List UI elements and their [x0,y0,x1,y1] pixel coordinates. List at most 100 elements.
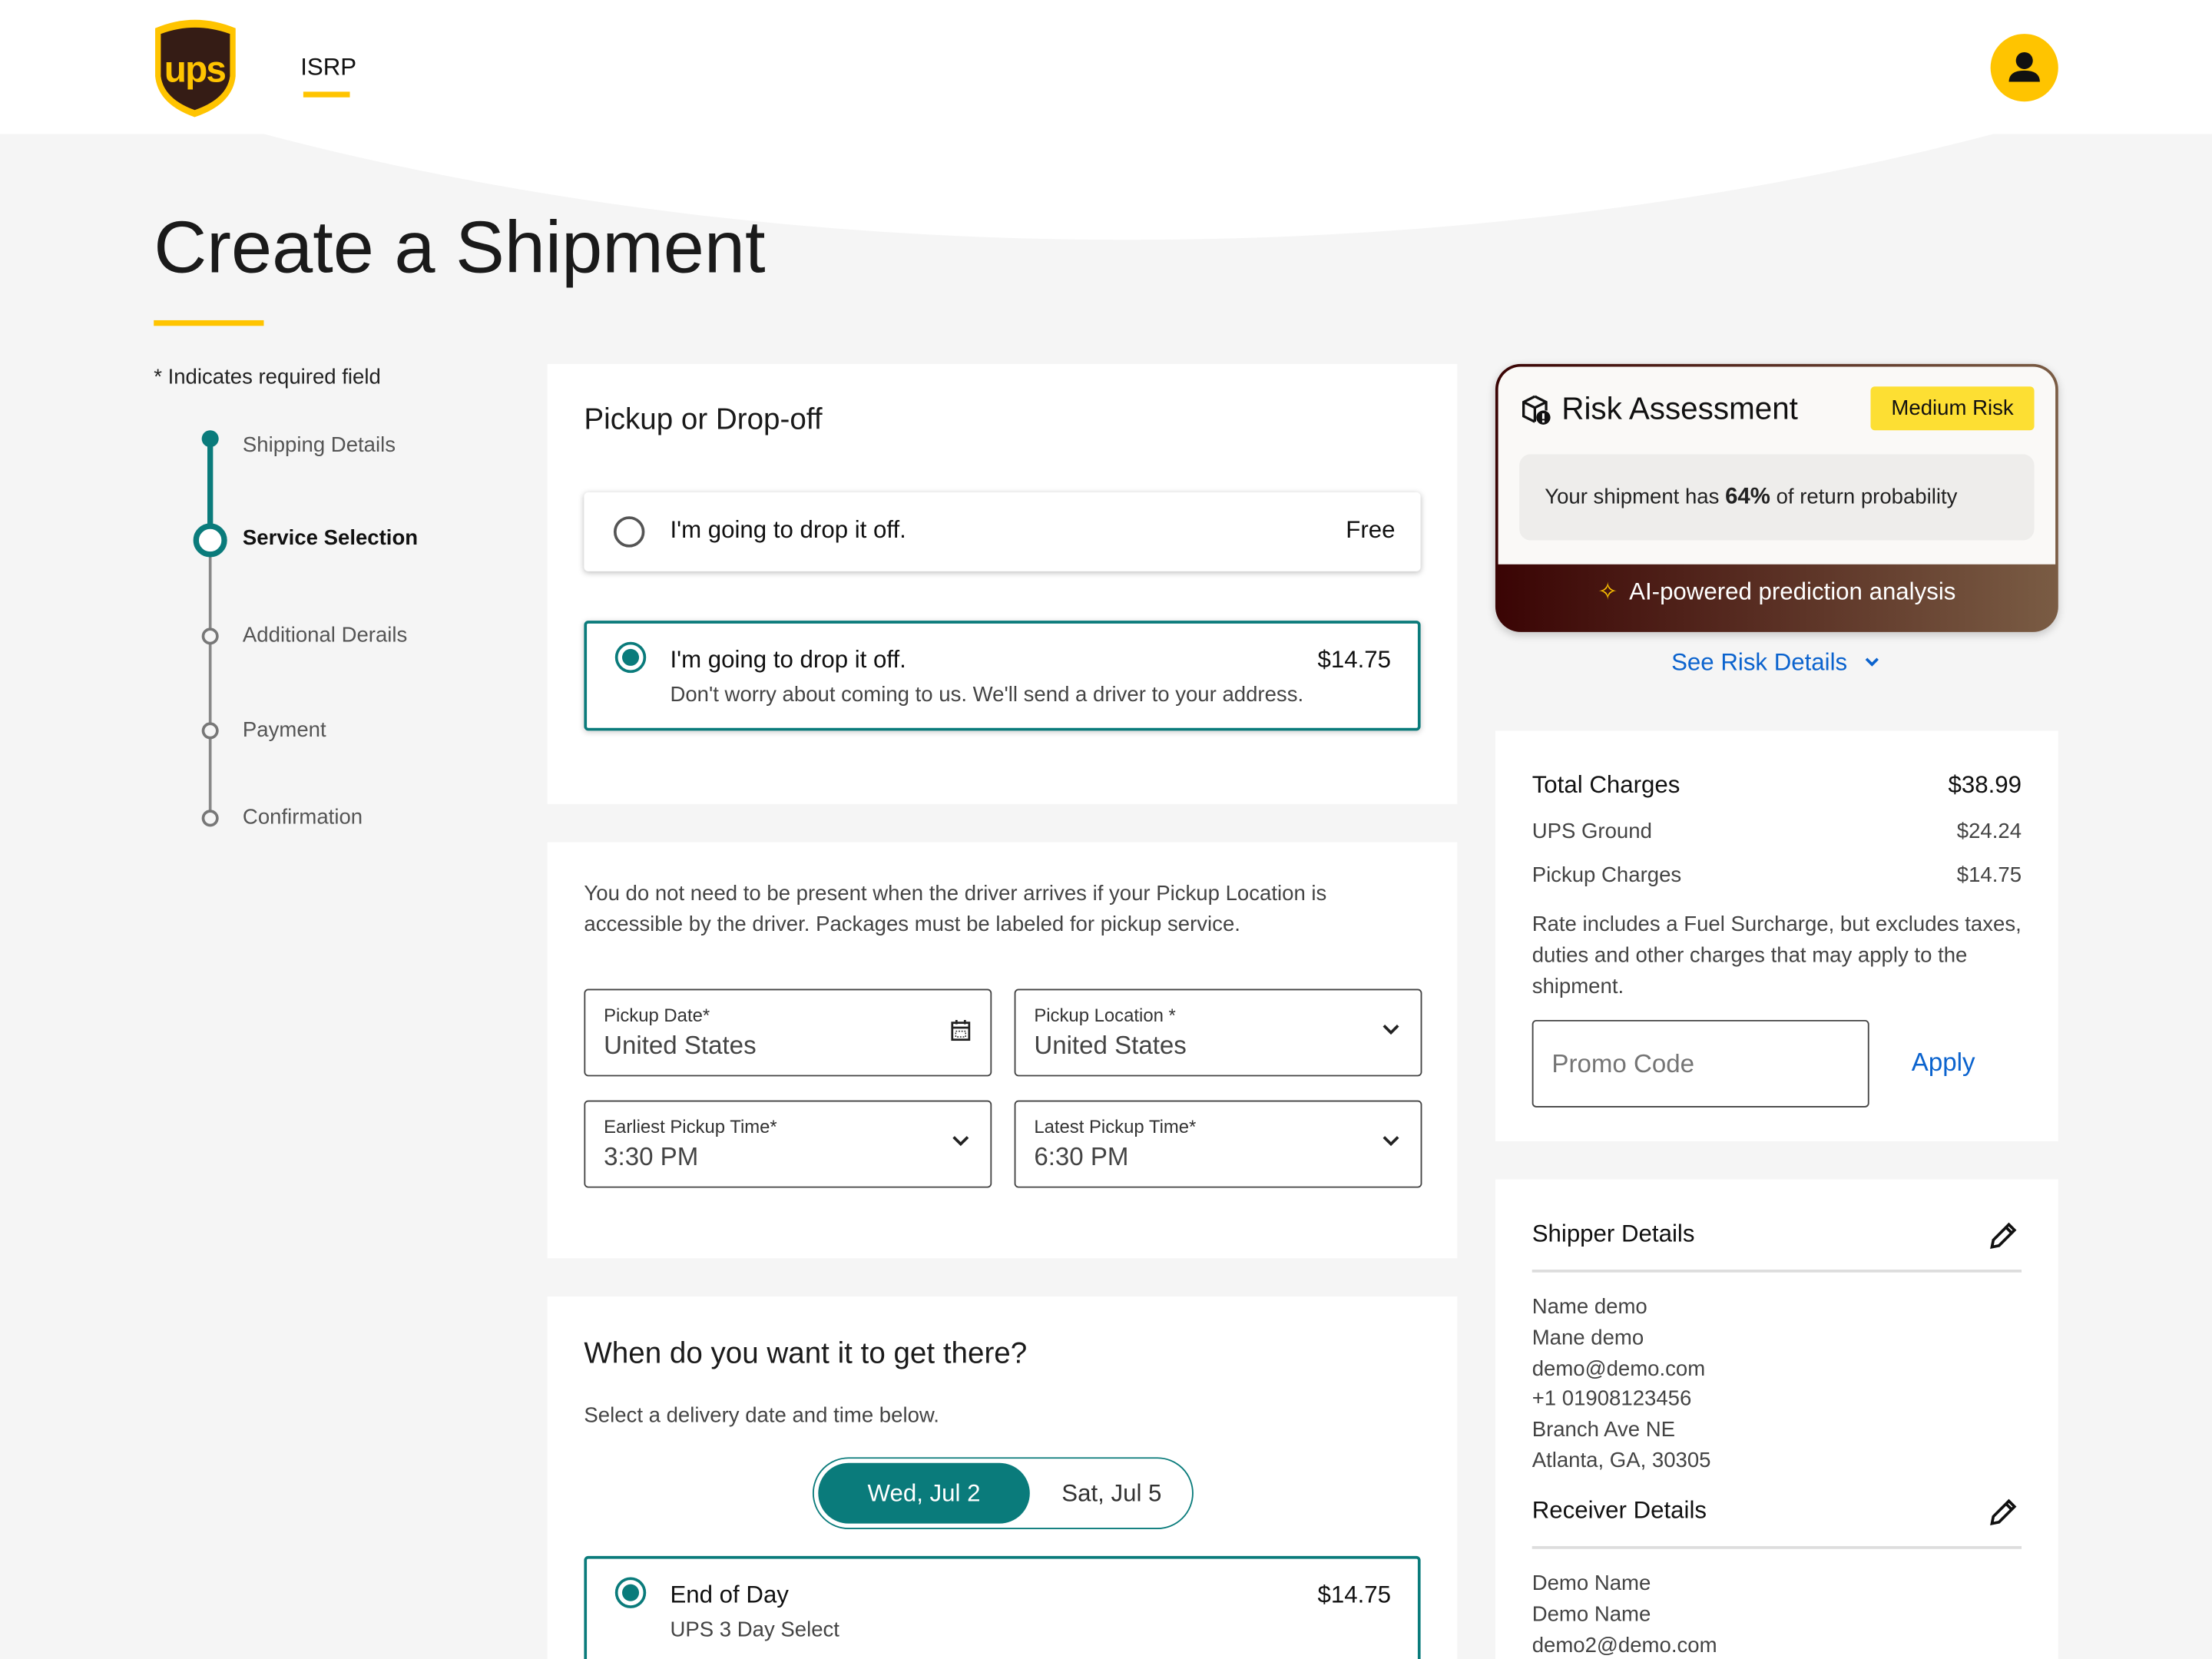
risk-badge: Medium Risk [1870,386,2035,431]
step-dot [201,810,219,827]
option-price: Free [1346,516,1396,544]
option-label: I'm going to drop it off. [670,646,906,674]
risk-summary: Your shipment has 64% of return probabil… [1519,454,2035,541]
option-price: $14.75 [1317,1581,1392,1608]
step-payment[interactable]: Payment [242,717,326,743]
shipper-address: Name demo Mane demo demo@demo.com +1 019… [1532,1292,1711,1476]
shipper-title: Shipper Details [1532,1220,1695,1247]
delivery-heading: When do you want it to get there? [584,1337,1028,1370]
radio-pickup[interactable] [614,641,647,674]
chevron-down-icon [1382,1025,1399,1035]
pickup-location-select[interactable]: Pickup Location * United States [1014,988,1422,1077]
rate-note: Rate includes a Fuel Surcharge, but excl… [1532,912,2022,999]
field-label: Earliest Pickup Time* [604,1115,777,1137]
edit-shipper-icon[interactable] [1986,1219,2020,1253]
step-additional-details[interactable]: Additional Derails [242,623,408,648]
step-dot [201,722,219,740]
receiver-title: Receiver Details [1532,1496,1707,1524]
ups-logo[interactable]: ups [152,17,240,121]
svg-text:ups: ups [164,50,226,91]
shipper-line: Mane demo [1532,1326,1644,1350]
field-label: Pickup Date* [604,1004,710,1026]
avatar[interactable] [1990,34,2058,102]
divider [1532,1270,2022,1273]
apply-button[interactable]: Apply [1911,1048,1975,1077]
chevron-down-icon [952,1136,969,1147]
sparkle-icon: ✧ [1598,578,1618,605]
field-value: 6:30 PM [1034,1142,1129,1171]
step-service-selection[interactable]: Service Selection [242,526,419,551]
charges-card: Total Charges $38.99 UPS Ground $24.24 Pic… [1495,730,2058,1141]
charge-row: Pickup Charges $14.75 [1532,863,2022,887]
page-title: Create a Shipment [154,207,766,290]
calendar-icon[interactable] [951,1018,971,1041]
stepper-progress [207,439,214,541]
step-shipping-details[interactable]: Shipping Details [242,432,396,458]
delivery-subheading: Select a delivery date and time below. [584,1403,939,1428]
date-option-sat-jul-5[interactable]: Sat, Jul 5 [1061,1479,1162,1507]
field-label: Pickup Location * [1034,1004,1176,1026]
step-dot [201,628,219,645]
step-confirmation[interactable]: Confirmation [242,805,363,830]
step-dot-current [193,523,227,558]
required-note: * Indicates required field [154,365,381,389]
option-price: $14.75 [1317,646,1392,674]
ai-label: AI-powered prediction analysis [1629,578,1956,605]
receiver-line: Demo Name [1532,1571,1651,1596]
nav-isrp[interactable]: ISRP [300,53,357,81]
risk-percent: 64% [1725,485,1770,510]
pickup-date-field[interactable]: Pickup Date* United States [584,988,992,1077]
receiver-line: demo2@demo.com [1532,1633,1717,1657]
divider [1532,1546,2022,1549]
shipper-line: Atlanta, GA, 30305 [1532,1449,1711,1473]
pickup-card: Pickup or Drop-off I'm going to drop it … [547,363,1458,804]
radio-drop-off[interactable] [613,516,645,548]
charge-value: $14.75 [1956,863,2022,888]
option-pickup[interactable]: I'm going to drop it off. $14.75 Don't w… [584,621,1421,731]
delivery-option-end-of-day[interactable]: End of Day $14.75 UPS 3 Day Select [584,1555,1421,1659]
package-alert-icon [1522,395,1551,425]
charge-row: UPS Ground $24.24 [1532,820,2022,843]
see-risk-details-link[interactable]: See Risk Details [1495,649,2058,677]
earliest-pickup-time-select[interactable]: Earliest Pickup Time* 3:30 PM [584,1100,992,1188]
chevron-down-icon [1866,657,1879,667]
charge-label: UPS Ground [1532,820,1652,844]
chevron-down-icon [1382,1136,1399,1147]
promo-code-input[interactable] [1532,1019,1869,1108]
shipper-line: Branch Ave NE [1532,1418,1676,1442]
field-value: United States [604,1031,757,1060]
receiver-address: Demo Name Demo Name demo2@demo.com [1532,1568,1717,1659]
see-risk-details-label: See Risk Details [1671,648,1848,676]
field-value: 3:30 PM [604,1142,699,1171]
total-value: $38.99 [1948,771,2022,799]
delivery-card: When do you want it to get there? Select… [547,1296,1458,1659]
field-value: United States [1034,1031,1187,1060]
field-label: Latest Pickup Time* [1034,1115,1197,1137]
charge-value: $24.24 [1956,820,2022,844]
pickup-details-card: You do not need to be present when the d… [547,842,1458,1259]
risk-title: Risk Assessment [1561,390,1798,426]
ai-analysis-banner: ✧ AI-powered prediction analysis [1495,578,2058,607]
shipper-line: +1 01908123456 [1532,1387,1692,1412]
option-description: Don't worry about coming to us. We'll se… [670,682,1304,707]
risk-assessment-card: Risk Assessment Medium Risk Your shipmen… [1495,363,2058,632]
step-dot-completed [201,430,219,448]
option-label: End of Day [670,1581,789,1608]
receiver-line: Demo Name [1532,1602,1651,1627]
edit-receiver-icon[interactable] [1986,1495,2020,1529]
nav-active-indicator [303,91,350,98]
shipper-line: Name demo [1532,1295,1647,1320]
header-bar [0,0,2212,134]
radio-end-of-day[interactable] [614,1577,647,1608]
pickup-heading: Pickup or Drop-off [584,403,823,436]
risk-text-after: of return probability [1776,485,1958,510]
latest-pickup-time-select[interactable]: Latest Pickup Time* 6:30 PM [1014,1100,1422,1188]
date-option-wed-jul-2[interactable]: Wed, Jul 2 [818,1462,1030,1524]
risk-text-before: Your shipment has [1545,485,1720,510]
option-drop-off[interactable]: I'm going to drop it off. Free [584,492,1421,571]
title-underline [154,320,264,326]
pickup-note: You do not need to be present when the d… [584,881,1327,937]
charge-label: Pickup Charges [1532,863,1682,888]
date-toggle: Wed, Jul 2 Sat, Jul 5 [812,1457,1194,1530]
user-icon [2008,51,2040,82]
